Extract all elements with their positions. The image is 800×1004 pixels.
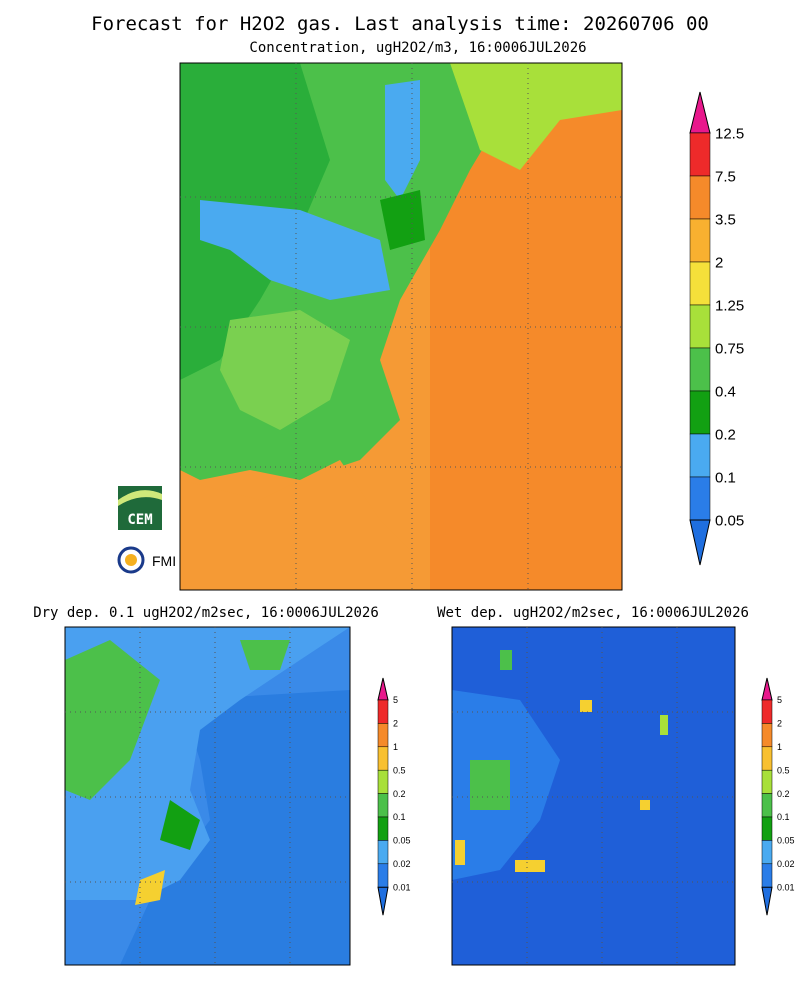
wet-title: Wet dep. ugH2O2/m2sec, 16:0006JUL2026 <box>437 605 749 621</box>
colorbar-segment <box>377 746 389 771</box>
colorbar-segment <box>377 769 389 794</box>
colorbar-label: 0.1 <box>777 812 790 822</box>
colorbar-segment <box>689 476 711 521</box>
colorbar-label: 5 <box>777 695 782 705</box>
colorbar-label: 0.1 <box>393 812 406 822</box>
colorbar-label: 0.05 <box>777 836 795 846</box>
colorbar-segment <box>689 261 711 306</box>
colorbar-segment <box>377 699 389 724</box>
dry-map <box>64 626 351 966</box>
colorbar-segment <box>377 723 389 748</box>
main-subtitle: Concentration, ugH2O2/m3, 16:0006JUL2026 <box>249 40 586 56</box>
colorbar-label: 2 <box>393 719 398 729</box>
colorbar-segment <box>689 175 711 220</box>
colorbar-label: 0.1 <box>715 469 736 486</box>
colorbar-segment <box>689 433 711 478</box>
colorbar-label: 7.5 <box>715 168 736 185</box>
colorbar-label: 0.2 <box>715 426 736 443</box>
colorbar-segment <box>761 769 773 794</box>
colorbar-segment <box>761 793 773 818</box>
colorbar-segment <box>761 699 773 724</box>
fmi-logo: FMI <box>117 546 176 574</box>
cem-text: CEM <box>127 512 152 528</box>
colorbar-label: 0.01 <box>393 882 411 892</box>
colorbar-label: 2 <box>777 719 782 729</box>
colorbar-label: 1 <box>393 742 398 752</box>
colorbar-label: 12.5 <box>715 125 744 142</box>
dry-title: Dry dep. 0.1 ugH2O2/m2sec, 16:0006JUL202… <box>33 605 379 621</box>
colorbar-segment <box>689 390 711 435</box>
colorbar-label: 3.5 <box>715 211 736 228</box>
colorbar-segment <box>761 723 773 748</box>
colorbar-top <box>689 91 711 134</box>
colorbar-label: 5 <box>393 695 398 705</box>
colorbar-label: 0.4 <box>715 383 736 400</box>
fmi-text: FMI <box>152 553 176 569</box>
colorbar-label: 0.02 <box>777 859 795 869</box>
colorbar-bottom <box>689 519 711 566</box>
colorbar-bottom <box>377 886 389 916</box>
cem-logo: CEM <box>118 486 162 530</box>
colorbar-label: 0.2 <box>777 789 790 799</box>
main-map <box>179 62 623 591</box>
colorbar-segment <box>377 863 389 888</box>
colorbar-label: 0.5 <box>777 765 790 775</box>
colorbar-label: 0.75 <box>715 340 744 357</box>
colorbar-label: 0.02 <box>393 859 411 869</box>
colorbar-segment <box>689 347 711 392</box>
page-title: Forecast for H2O2 gas. Last analysis tim… <box>91 13 709 35</box>
colorbar-label: 0.01 <box>777 882 795 892</box>
colorbar-segment <box>689 132 711 177</box>
colorbar-label: 0.05 <box>715 512 744 529</box>
colorbar-segment <box>761 863 773 888</box>
colorbar-label: 1 <box>777 742 782 752</box>
colorbar-label: 2 <box>715 254 723 271</box>
colorbar-segment <box>761 840 773 865</box>
colorbar-label: 0.5 <box>393 765 406 775</box>
colorbar-bottom <box>761 886 773 916</box>
colorbar-label: 0.05 <box>393 836 411 846</box>
wet-map <box>451 626 736 966</box>
colorbar-segment <box>689 218 711 263</box>
colorbar-top <box>761 677 773 701</box>
colorbar-label: 0.2 <box>393 789 406 799</box>
colorbar-segment <box>377 816 389 841</box>
colorbar-segment <box>761 816 773 841</box>
colorbar-label: 1.25 <box>715 297 744 314</box>
colorbar-segment <box>689 304 711 349</box>
colorbar-segment <box>377 793 389 818</box>
colorbar-segment <box>377 840 389 865</box>
colorbar-top <box>377 677 389 701</box>
colorbar-segment <box>761 746 773 771</box>
